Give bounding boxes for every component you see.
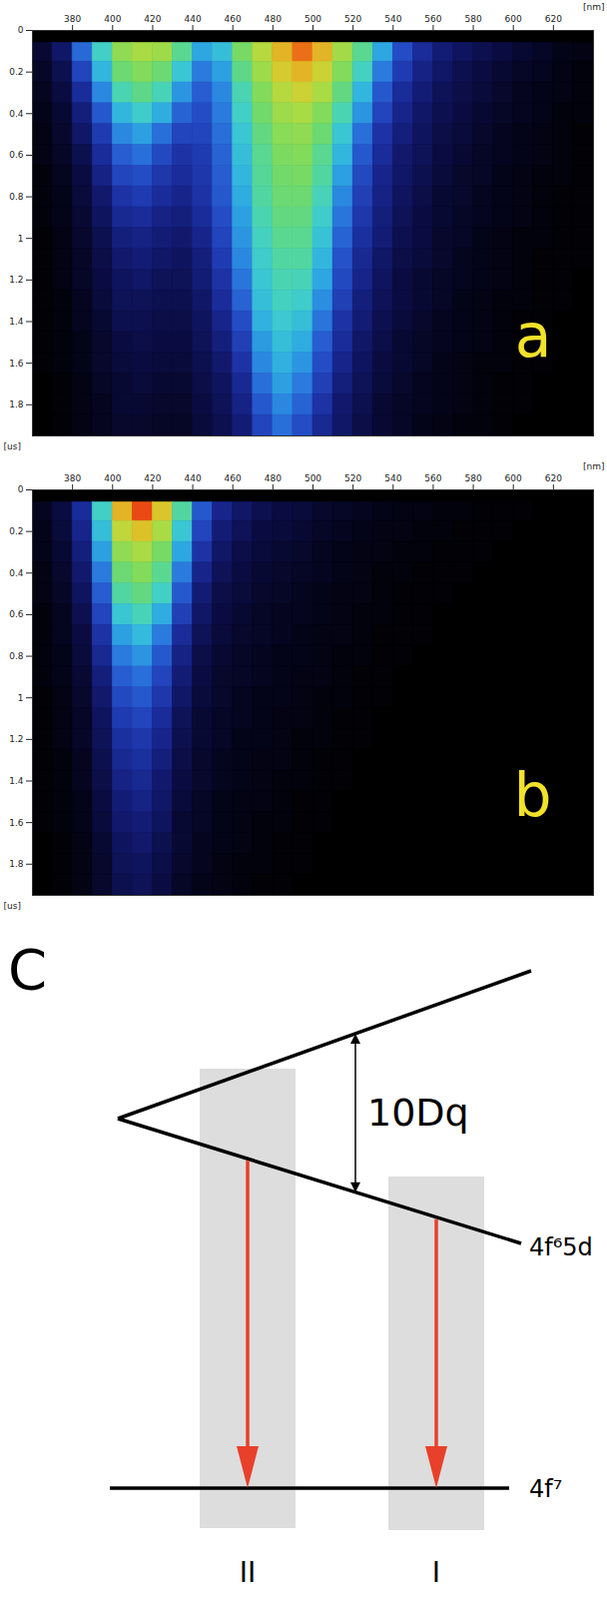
svg-text:420: 420 (143, 473, 161, 484)
svg-text:[us]: [us] (3, 900, 21, 911)
svg-text:4f⁷: 4f⁷ (529, 1474, 563, 1503)
svg-text:0.2: 0.2 (8, 66, 23, 77)
svg-text:520: 520 (344, 13, 362, 24)
svg-text:0.4: 0.4 (8, 568, 24, 579)
svg-text:b: b (513, 759, 552, 830)
svg-text:1.6: 1.6 (8, 817, 24, 828)
svg-text:[us]: [us] (3, 441, 21, 452)
svg-text:II: II (239, 1555, 257, 1589)
svg-text:1: 1 (17, 692, 24, 703)
svg-text:1.4: 1.4 (8, 775, 24, 786)
svg-text:580: 580 (464, 13, 482, 24)
svg-text:520: 520 (344, 473, 362, 484)
svg-text:[nm]: [nm] (583, 1, 606, 12)
svg-text:440: 440 (183, 13, 201, 24)
svg-text:4f⁶5d: 4f⁶5d (529, 1232, 594, 1261)
svg-text:620: 620 (545, 473, 563, 484)
svg-text:0.8: 0.8 (8, 191, 24, 202)
svg-text:500: 500 (304, 13, 322, 24)
svg-text:1.8: 1.8 (8, 399, 24, 410)
svg-text:560: 560 (424, 13, 442, 24)
svg-text:1: 1 (17, 233, 24, 244)
svg-text:400: 400 (103, 473, 121, 484)
svg-text:600: 600 (505, 473, 523, 484)
svg-text:0.4: 0.4 (8, 108, 24, 119)
svg-text:0.2: 0.2 (8, 526, 23, 537)
svg-text:480: 480 (264, 13, 282, 24)
svg-text:0.8: 0.8 (8, 650, 24, 661)
svg-text:1.2: 1.2 (8, 274, 23, 285)
svg-text:500: 500 (304, 473, 322, 484)
svg-text:380: 380 (63, 13, 81, 24)
svg-text:10Dq: 10Dq (367, 1090, 470, 1135)
svg-text:a: a (515, 300, 553, 371)
svg-text:400: 400 (103, 13, 121, 24)
svg-text:0: 0 (17, 24, 24, 35)
svg-text:420: 420 (143, 13, 161, 24)
svg-text:1.4: 1.4 (8, 316, 24, 327)
svg-text:380: 380 (63, 473, 81, 484)
svg-text:480: 480 (264, 473, 282, 484)
svg-text:620: 620 (545, 13, 563, 24)
svg-text:540: 540 (384, 473, 402, 484)
svg-text:460: 460 (224, 13, 242, 24)
svg-text:560: 560 (424, 473, 442, 484)
svg-text:440: 440 (183, 473, 201, 484)
svg-text:600: 600 (505, 13, 523, 24)
svg-text:C: C (7, 936, 47, 1002)
svg-text:[nm]: [nm] (583, 461, 606, 472)
svg-text:1.6: 1.6 (8, 358, 24, 369)
svg-text:1.8: 1.8 (8, 858, 24, 869)
svg-text:0.6: 0.6 (8, 608, 24, 619)
svg-text:580: 580 (464, 473, 482, 484)
svg-text:0: 0 (17, 484, 24, 495)
svg-text:540: 540 (384, 13, 402, 24)
svg-text:1.2: 1.2 (8, 733, 23, 744)
svg-text:460: 460 (224, 473, 242, 484)
svg-text:I: I (432, 1555, 441, 1589)
svg-text:0.6: 0.6 (8, 149, 24, 160)
